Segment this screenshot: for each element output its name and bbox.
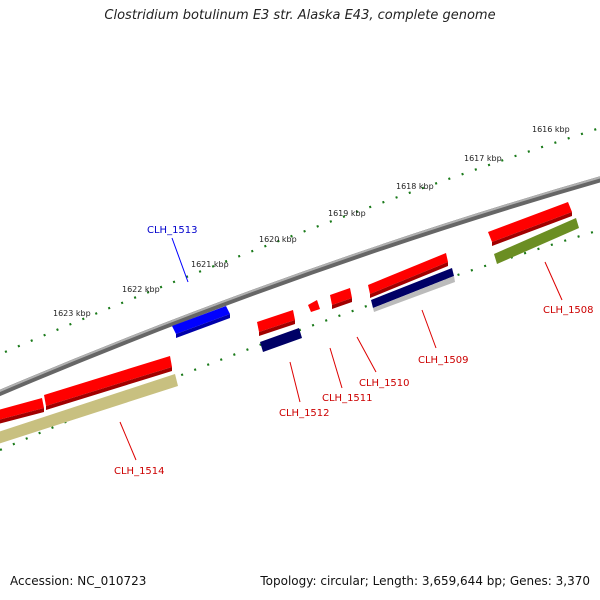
- accession-text: Accession: NC_010723: [10, 574, 147, 588]
- gene-label-clh1511[interactable]: CLH_1511: [322, 393, 373, 404]
- genome-backbone: [0, 176, 600, 397]
- scale-label-1623: 1623 kbp: [53, 309, 91, 318]
- feature-clh1508-inner[interactable]: [494, 218, 579, 264]
- cds-clh1514[interactable]: [44, 356, 172, 410]
- feature-clh1512-inner[interactable]: [260, 328, 302, 352]
- gene-label-clh1514[interactable]: CLH_1514: [114, 466, 165, 477]
- scale-label-1622: 1622 kbp: [122, 285, 160, 294]
- cds-clh1508[interactable]: [488, 202, 572, 246]
- scale-label-1616: 1616 kbp: [532, 125, 570, 134]
- gene-label-clh1510[interactable]: CLH_1510: [359, 378, 410, 389]
- gene-clh1513[interactable]: [172, 306, 230, 338]
- inner-scale: [0, 228, 600, 452]
- cds-clh1511[interactable]: [308, 300, 320, 312]
- scale-label-1620: 1620 kbp: [259, 235, 297, 244]
- cds-clh1510[interactable]: [330, 288, 352, 309]
- cds-clh1512[interactable]: [257, 310, 295, 336]
- gene-label-clh1512[interactable]: CLH_1512: [279, 408, 330, 419]
- gene-label-clh1513[interactable]: CLH_1513: [147, 225, 198, 236]
- scale-label-1619: 1619 kbp: [328, 209, 366, 218]
- inner-scale-dots: [0, 228, 600, 452]
- scale-label-1618: 1618 kbp: [396, 182, 434, 191]
- feature-clh1509-inner[interactable]: [371, 268, 455, 312]
- outer-scale: [4, 126, 600, 354]
- feature-clh1514-inner[interactable]: [0, 374, 178, 444]
- topology-text: Topology: circular; Length: 3,659,644 bp…: [260, 574, 590, 588]
- gene-label-clh1509[interactable]: CLH_1509: [418, 355, 469, 366]
- gene-label-clh1508[interactable]: CLH_1508: [543, 305, 594, 316]
- cds-left-edge[interactable]: [0, 398, 44, 424]
- scale-label-1617: 1617 kbp: [464, 154, 502, 163]
- leader-lines: [119, 237, 563, 461]
- outer-scale-dots: [4, 126, 600, 354]
- cds-clh1509[interactable]: [368, 253, 448, 298]
- scale-label-1621: 1621 kbp: [191, 260, 229, 269]
- map-title: Clostridium botulinum E3 str. Alaska E43…: [104, 8, 496, 23]
- genome-backbone-highlight: [0, 176, 600, 392]
